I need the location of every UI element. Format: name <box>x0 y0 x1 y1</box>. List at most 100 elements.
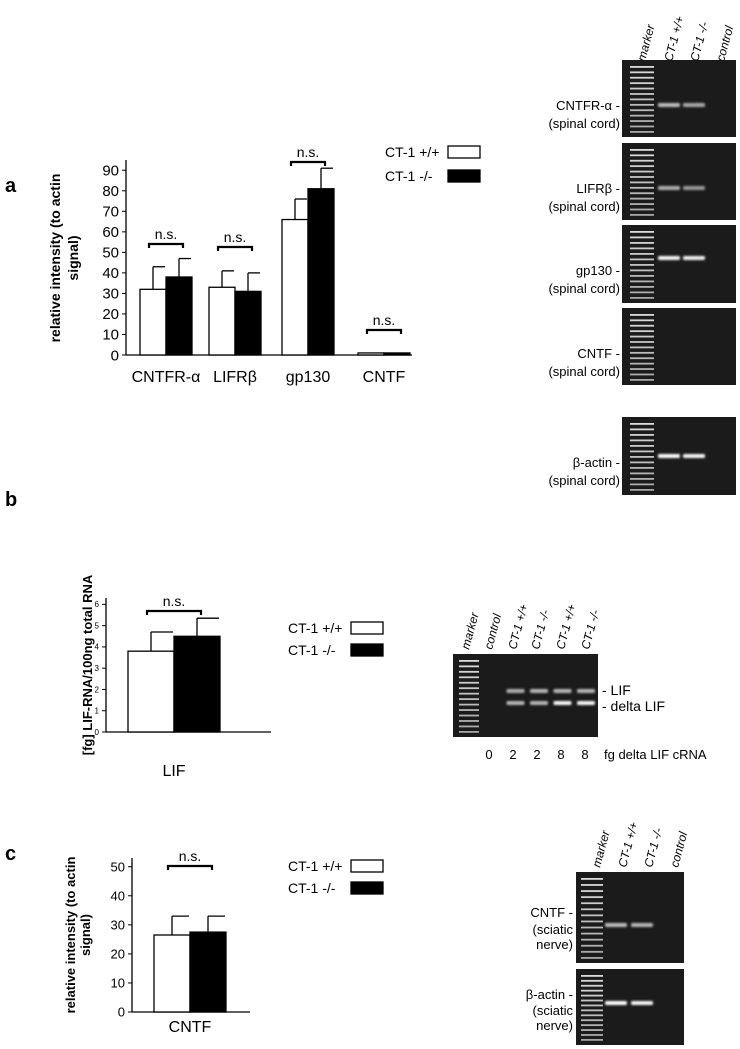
gel-lane-label: CT-1 -/- <box>641 826 665 868</box>
y-axis-label-text: relative intensity (to actinsignal) <box>63 857 93 1014</box>
ladder-band <box>630 314 654 316</box>
gel-row: LIFRβ - (spinal cord) <box>548 143 736 220</box>
gel-row-tissue: (spinal cord) <box>548 473 620 488</box>
significance-bracket <box>147 242 185 248</box>
ladder-band <box>630 351 654 354</box>
ladder-band <box>630 478 654 480</box>
ladder-band <box>581 884 603 886</box>
ladder-band <box>630 286 654 288</box>
significance-label: n.s. <box>155 226 178 242</box>
gel-background <box>576 872 684 963</box>
ladder-band <box>581 902 603 905</box>
y-axis-label-line2: signal) <box>78 914 93 956</box>
gel-band <box>577 689 595 693</box>
x-category-label: gp130 <box>286 369 331 386</box>
legend-label: CT-1 +/+ <box>385 144 439 160</box>
gel-lane-label: CT-1 +/+ <box>615 820 640 868</box>
gel-row-tissue: (spinal cord) <box>548 364 620 379</box>
gel-band <box>683 103 705 107</box>
ladder-band <box>581 1039 603 1041</box>
gel-row: CNTF - (spinal cord) <box>548 308 736 385</box>
y-tick-label: 30 <box>111 917 125 932</box>
legend: CT-1 +/+ CT-1 -/- <box>385 144 481 184</box>
bar <box>189 931 227 1013</box>
ladder-band <box>581 984 603 987</box>
gel-lane-label: CT-1 -/- <box>578 608 602 650</box>
bar <box>281 218 309 356</box>
ladder-band <box>630 192 654 195</box>
gel-c: marker CT-1 +/+ CT-1 -/- control CNTF - (scia… <box>526 820 690 1045</box>
ladder-band <box>581 975 603 977</box>
ladder-band <box>630 82 654 85</box>
gel-lane-label: CT-1 +/+ <box>505 602 530 650</box>
gel-row: β-actin - (spinal cord) <box>548 417 736 495</box>
ladder-band <box>630 467 654 469</box>
ladder-band <box>630 103 654 106</box>
gel-row-label: β-actin - <box>573 455 620 470</box>
significance-label: n.s. <box>373 312 396 328</box>
ladder-band <box>630 373 654 376</box>
ladder-band <box>459 709 479 711</box>
bar <box>234 290 262 356</box>
ladder-band <box>581 920 603 923</box>
ladder-band <box>459 692 479 695</box>
ladder-band <box>630 483 654 486</box>
ladder-band <box>630 341 654 343</box>
legend-swatch <box>350 859 384 873</box>
ladder-band <box>581 1004 603 1007</box>
ladder-band <box>581 1019 603 1022</box>
gel-a: marker CT-1 +/+ CT-1 -/- control CNTFR-α - (s… <box>548 14 736 495</box>
ladder-band <box>630 357 654 360</box>
ladder-band <box>581 896 603 899</box>
y-tick-label: 60 <box>102 224 119 241</box>
ladder-band <box>630 269 654 272</box>
gel-row-label: CNTF - <box>577 346 620 361</box>
bar-chart-a: 0 10 20 30 40 50 60 70 80 90 relative intensity (t… <box>47 144 481 386</box>
ladder-band <box>459 670 479 673</box>
gel-band <box>605 923 627 927</box>
y-tick-label: 10 <box>102 327 119 344</box>
ladder-band <box>630 346 654 349</box>
ladder-band <box>630 176 654 178</box>
ladder-band <box>630 275 654 277</box>
ladder-band <box>630 253 654 255</box>
ladder-band <box>630 87 654 90</box>
ladder-band <box>630 330 654 333</box>
gel-band <box>553 701 572 705</box>
gel-band-label: - delta LIF <box>602 698 665 714</box>
gel-row-tissue: nerve) <box>536 937 573 952</box>
ladder-band <box>459 720 479 722</box>
ladder-band <box>581 932 603 935</box>
ladder-band <box>630 450 654 453</box>
ladder-band <box>630 428 654 431</box>
gel-row-label: LIFRβ - <box>576 181 620 196</box>
gel-lane-label: marker <box>589 828 612 869</box>
ladder-band <box>630 197 654 200</box>
bar-chart-c: 0 10 20 30 40 50 relative intensity (to actins… <box>63 848 384 1036</box>
gel-b: marker control CT-1 +/+CT-1 -/- CT-1 +/+ CT-… <box>453 602 707 762</box>
ladder-band <box>630 324 654 327</box>
ladder-band <box>581 979 603 982</box>
y-axis-label-text: [fg] LIF-RNA/100ng total RNA <box>80 574 95 755</box>
cRNA-amount: 8 <box>557 747 564 762</box>
ladder-band <box>630 114 654 117</box>
y-tick-label: 40 <box>102 265 119 282</box>
y-tick-label: 1 <box>95 707 100 716</box>
gel-lane-label: marker <box>458 610 481 651</box>
bar-chart-b: 0 1 2 3 4 5 6[fg] LIF-RNA/100ng total RNA LIF n.… <box>80 574 384 780</box>
ladder-band <box>630 489 654 491</box>
gel-band <box>631 923 653 927</box>
y-tick-label: 50 <box>111 859 125 874</box>
legend-label: CT-1 +/+ <box>288 858 342 874</box>
ladder-band <box>581 926 603 929</box>
ladder-band <box>630 335 654 338</box>
legend-swatch <box>350 643 384 657</box>
ladder-band <box>459 725 479 728</box>
bar <box>357 352 385 356</box>
gel-band <box>506 689 525 693</box>
y-axis-label: [fg] LIF-RNA/100ng total RNA <box>80 574 95 755</box>
